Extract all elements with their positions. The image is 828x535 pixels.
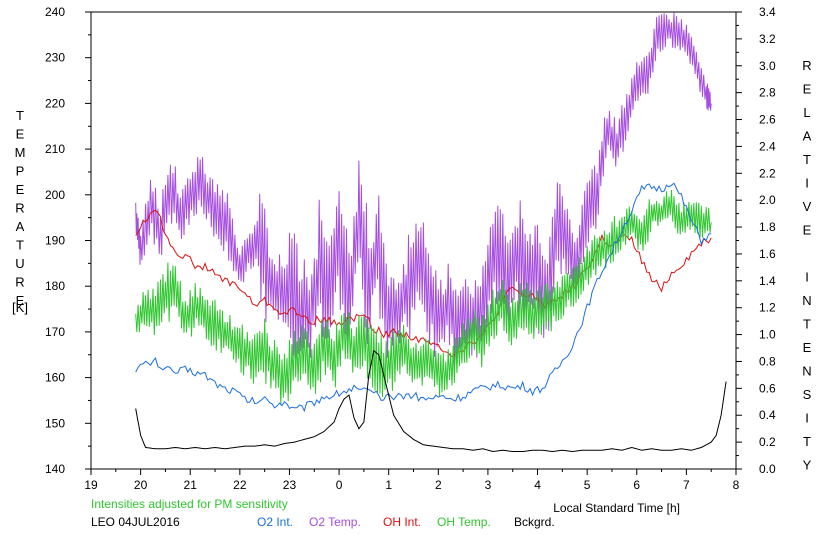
legend-item: O2 Int. xyxy=(257,515,293,529)
legend-item: OH Temp. xyxy=(437,515,491,529)
y-right-tick-label: 1.6 xyxy=(759,247,776,261)
y-left-tick-label: 240 xyxy=(45,5,65,19)
y-right-tick-label: 0.4 xyxy=(759,408,776,422)
legend-item: OH Int. xyxy=(383,515,421,529)
y-right-axis-label-letter: Y xyxy=(803,458,812,473)
x-tick-label: 23 xyxy=(283,478,297,492)
y-left-axis-label-letter: E xyxy=(16,182,25,197)
y-right-axis-label-letter: E xyxy=(803,82,812,97)
y-right-axis-label-letter: I xyxy=(805,411,809,426)
y-right-tick-label: 3.4 xyxy=(759,5,776,19)
y-left-axis-label-letter: E xyxy=(16,293,25,308)
series-o2-int xyxy=(135,182,712,413)
y-right-axis-label-letter: I xyxy=(805,176,809,191)
x-axis-label: Local Standard Time [h] xyxy=(553,501,680,515)
y-left-axis-label-letter: R xyxy=(15,201,24,216)
y-right-axis-label-letter: V xyxy=(803,199,812,214)
legend-item: O2 Temp. xyxy=(309,515,361,529)
x-tick-label: 8 xyxy=(733,478,740,492)
x-tick-label: 21 xyxy=(184,478,198,492)
y-right-axis-label-letter: A xyxy=(803,129,812,144)
y-right-tick-label: 0.0 xyxy=(759,462,776,476)
y-right-tick-label: 1.2 xyxy=(759,301,776,315)
series-o2-temp xyxy=(135,12,712,366)
y-right-axis-label-letter: T xyxy=(803,152,811,167)
x-tick-label: 7 xyxy=(683,478,690,492)
legend-item: Bckgrd. xyxy=(514,515,555,529)
station-label: LEO 04JUL2016 xyxy=(91,515,180,529)
y-left-tick-label: 180 xyxy=(45,279,65,293)
series-bckgrd xyxy=(135,349,727,453)
x-tick-label: 22 xyxy=(233,478,247,492)
x-tick-label: 6 xyxy=(633,478,640,492)
y-left-axis-label-letter: E xyxy=(16,127,25,142)
x-tick-label: 5 xyxy=(584,478,591,492)
series-layer xyxy=(135,12,727,453)
y-right-tick-label: 1.0 xyxy=(759,328,776,342)
y-right-tick-label: 2.0 xyxy=(759,193,776,207)
y-left-tick-label: 140 xyxy=(45,462,65,476)
legend: O2 Int. O2 Temp. OH Int. OH Temp. Bckgrd. xyxy=(257,515,555,529)
y-left-tick-label: 210 xyxy=(45,142,65,156)
y-right-axis-label-letter: N xyxy=(802,293,811,308)
y-left-tick-label: 170 xyxy=(45,325,65,339)
y-right-axis-label-letter: E xyxy=(803,340,812,355)
unit-label-left: [K] xyxy=(12,300,28,315)
y-left-axis-label-letter: T xyxy=(16,108,24,123)
y-left-axis-label-letter: U xyxy=(15,256,24,271)
x-tick-label: 20 xyxy=(134,478,148,492)
plot-frame xyxy=(90,11,737,470)
x-tick-label: 19 xyxy=(84,478,98,492)
y-right-tick-label: 2.8 xyxy=(759,86,776,100)
y-left-tick-label: 230 xyxy=(45,51,65,65)
y-right-axis-label-letter: N xyxy=(802,364,811,379)
y-right-axis-label-letter: E xyxy=(803,223,812,238)
y-right-tick-label: 2.4 xyxy=(759,139,776,153)
axes-layer: 19 20 21 22 23 0 1 2 3 4 5 6 7 8140150160170180190200… xyxy=(45,5,776,492)
y-left-tick-label: 200 xyxy=(45,188,65,202)
y-right-tick-label: 0.6 xyxy=(759,381,776,395)
note-text: Intensities adjusted for PM sensitivity xyxy=(91,497,288,511)
x-tick-label: 0 xyxy=(336,478,343,492)
y-right-tick-label: 2.6 xyxy=(759,113,776,127)
y-left-axis-label-letter: R xyxy=(15,275,24,290)
y-left-axis-label-letter: T xyxy=(16,238,24,253)
y-right-tick-label: 3.0 xyxy=(759,59,776,73)
x-tick-label: 3 xyxy=(485,478,492,492)
y-right-tick-label: 1.4 xyxy=(759,274,776,288)
y-left-axis-label-letter: M xyxy=(15,145,26,160)
y-right-tick-label: 1.8 xyxy=(759,220,776,234)
y-left-tick-label: 190 xyxy=(45,234,65,248)
y-right-axis-label-letter: T xyxy=(803,317,811,332)
y-left-tick-label: 160 xyxy=(45,371,65,385)
y-left-tick-label: 220 xyxy=(45,96,65,110)
x-tick-label: 2 xyxy=(435,478,442,492)
y-left-axis-label-letter: A xyxy=(16,219,25,234)
y-right-axis-label-letter: R xyxy=(802,58,811,73)
x-tick-label: 1 xyxy=(385,478,392,492)
y-left-axis-label-letter: P xyxy=(16,164,25,179)
y-right-tick-label: 2.2 xyxy=(759,166,776,180)
y-left-tick-label: 150 xyxy=(45,416,65,430)
y-right-axis-label-letter: S xyxy=(803,387,812,402)
y-right-axis-label-letter: I xyxy=(805,270,809,285)
y-right-axis-label-letter: T xyxy=(803,434,811,449)
y-right-tick-label: 0.2 xyxy=(759,435,776,449)
x-tick-label: 4 xyxy=(534,478,541,492)
y-right-axis-label-letter: L xyxy=(803,105,810,120)
y-right-tick-label: 3.2 xyxy=(759,32,776,46)
y-right-tick-label: 0.8 xyxy=(759,354,776,368)
